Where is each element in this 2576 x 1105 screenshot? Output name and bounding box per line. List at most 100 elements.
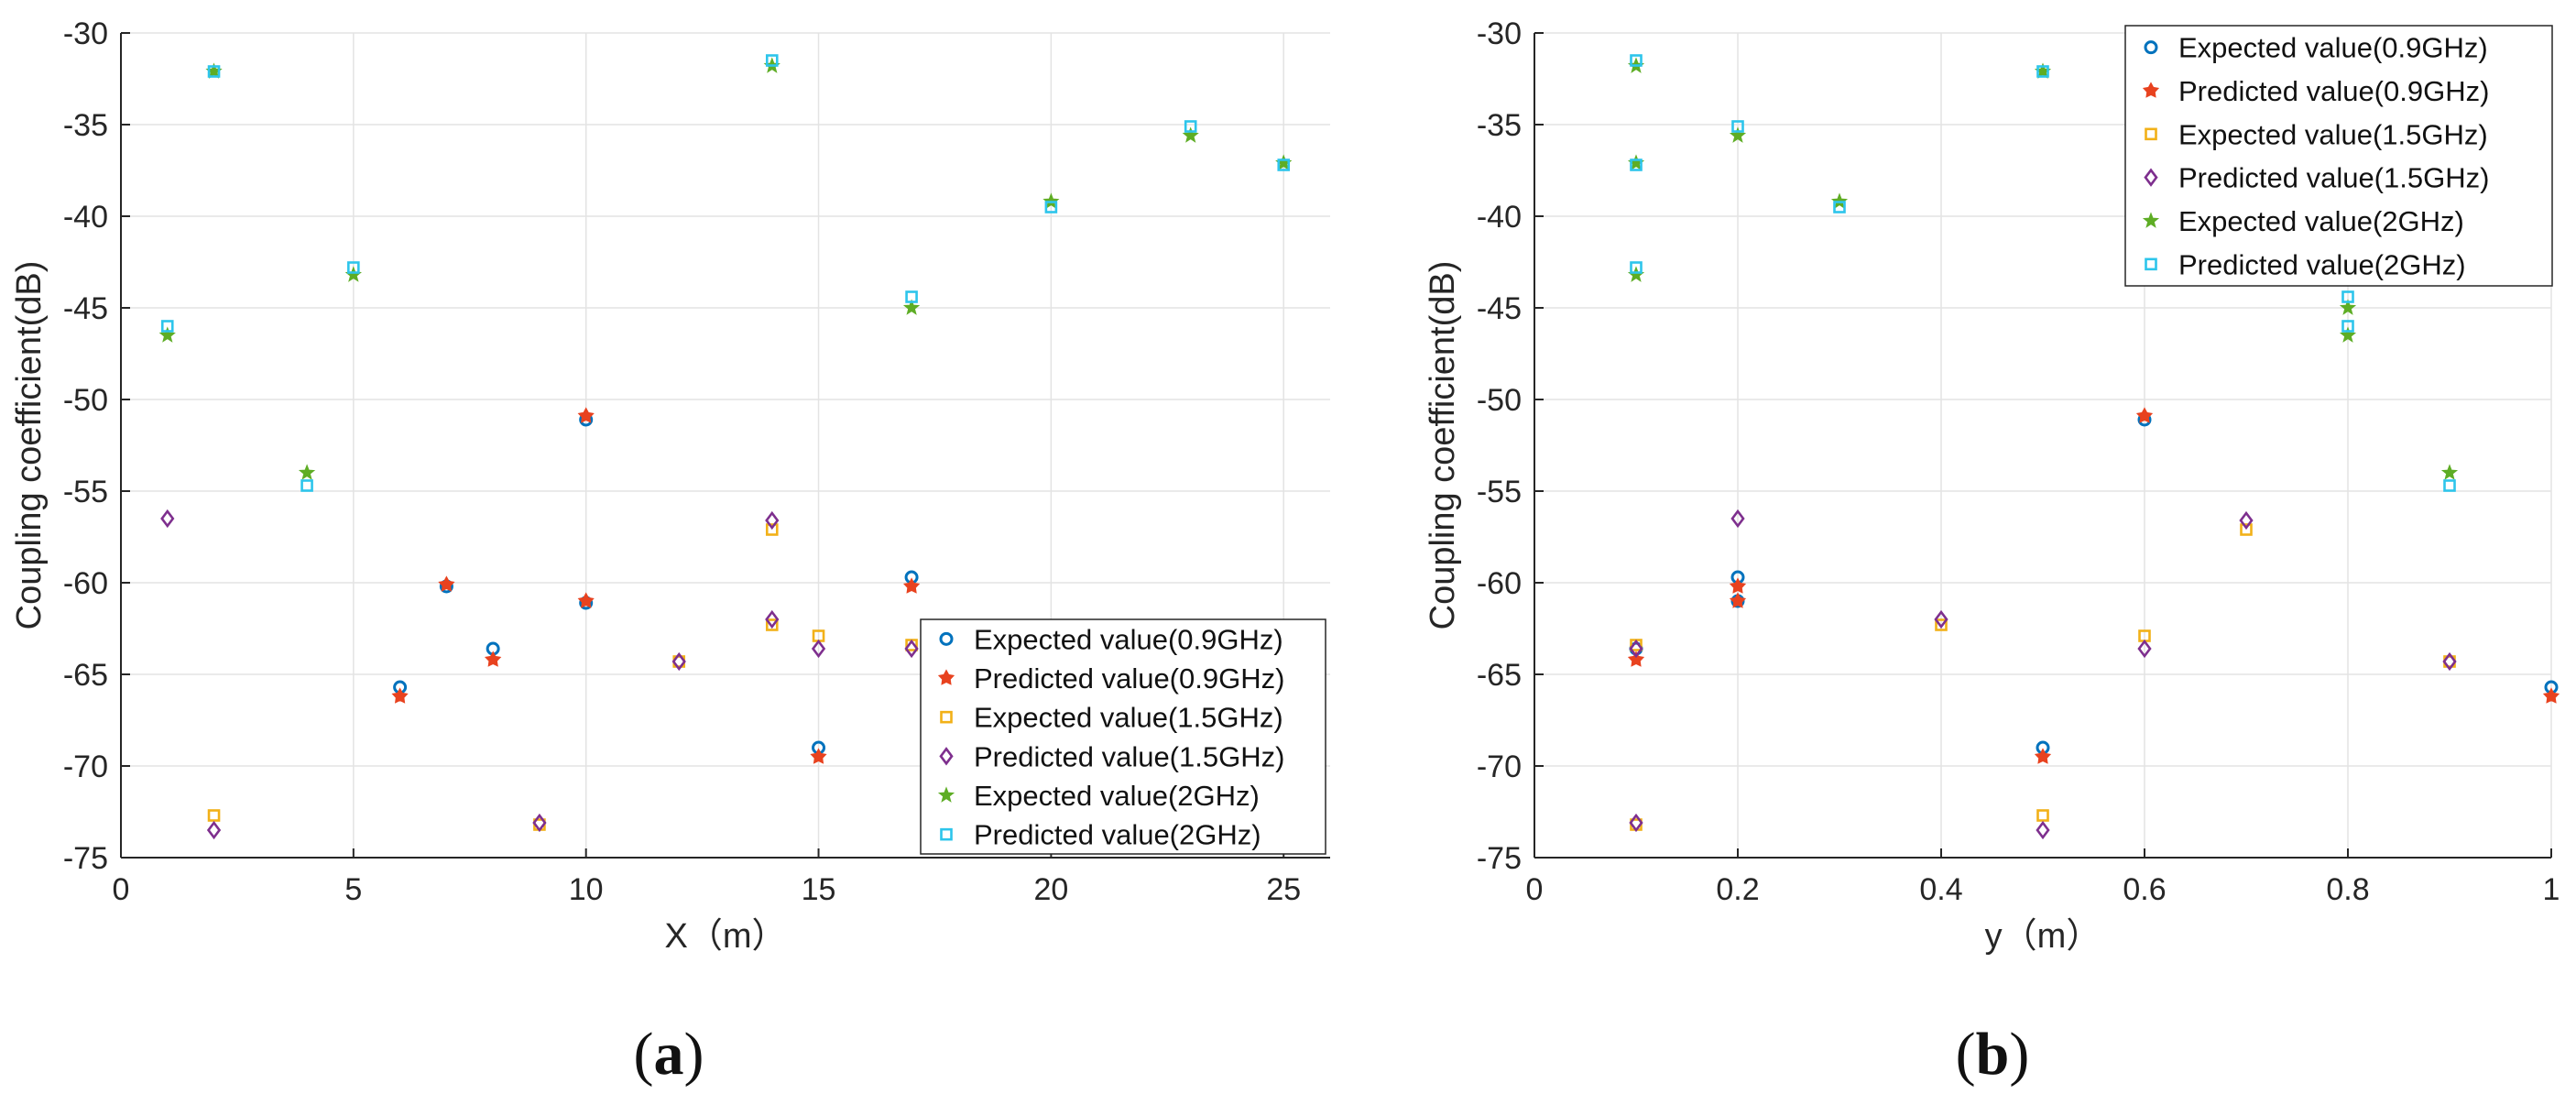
legend-label: Expected value(0.9GHz) bbox=[2178, 32, 2488, 64]
data-point bbox=[1630, 159, 1643, 171]
data-point bbox=[2443, 479, 2456, 492]
data-point bbox=[484, 651, 502, 667]
legend-marker bbox=[939, 747, 954, 766]
y-tick-label: -70 bbox=[1477, 749, 1522, 784]
data-point bbox=[2036, 65, 2049, 78]
paren-open: ( bbox=[1956, 1021, 1976, 1088]
data-point bbox=[160, 509, 175, 529]
data-point bbox=[158, 326, 176, 343]
data-point bbox=[2542, 687, 2560, 704]
y-tick-label: -75 bbox=[63, 841, 108, 876]
y-axis-label: Coupling coefficient(dB) bbox=[1424, 261, 1462, 630]
y-tick-label: -60 bbox=[63, 566, 108, 601]
data-points bbox=[158, 54, 1293, 840]
y-tick-label: -55 bbox=[1477, 475, 1522, 509]
data-point bbox=[2036, 809, 2049, 822]
paren-close: ) bbox=[2009, 1021, 2029, 1088]
legend-marker bbox=[939, 631, 954, 646]
data-point bbox=[2440, 464, 2459, 480]
chart-panel-b: 0 0.2 0.4 0.6 0.8 1 -30 -35 -40 -45 -50 -55 -60 -65 -7… bbox=[1424, 16, 2560, 1088]
data-point bbox=[2137, 639, 2152, 659]
data-point bbox=[765, 618, 779, 631]
legend-label: Predicted value(0.9GHz) bbox=[974, 662, 1284, 695]
data-point bbox=[2239, 510, 2254, 531]
data-point bbox=[298, 464, 316, 480]
x-tick-label: 0.4 bbox=[1919, 872, 1962, 907]
data-point bbox=[1934, 609, 1948, 629]
data-point bbox=[300, 479, 313, 492]
data-point bbox=[1729, 126, 1747, 143]
legend-marker bbox=[2145, 257, 2157, 271]
data-point bbox=[1731, 120, 1744, 133]
data-point bbox=[1630, 54, 1643, 67]
panel-label: (b) bbox=[1956, 1021, 2030, 1088]
data-points bbox=[1627, 54, 2560, 840]
data-point bbox=[765, 54, 779, 67]
data-point bbox=[2442, 651, 2457, 672]
data-point bbox=[347, 261, 360, 274]
data-point bbox=[1629, 639, 1643, 659]
data-point bbox=[206, 820, 222, 840]
data-point bbox=[2339, 299, 2357, 315]
legend-label: Expected value(1.5GHz) bbox=[974, 702, 1283, 734]
grid bbox=[120, 32, 1330, 859]
x-axis-label: y（m） bbox=[1985, 917, 2101, 956]
data-point bbox=[1184, 120, 1197, 133]
data-point bbox=[1044, 201, 1058, 213]
legend-label: Expected value(2GHz) bbox=[2178, 205, 2464, 237]
legend-box bbox=[920, 618, 1326, 855]
data-point bbox=[2034, 748, 2052, 764]
x-tick-label: 25 bbox=[1266, 872, 1301, 907]
y-tick-label: -70 bbox=[63, 749, 108, 784]
data-point bbox=[391, 687, 409, 704]
legend-label: Expected value(1.5GHz) bbox=[2178, 118, 2488, 150]
y-tick-label: -50 bbox=[1477, 383, 1522, 418]
data-point bbox=[1730, 509, 1745, 529]
data-point bbox=[902, 577, 921, 594]
legend-label: Predicted value(2GHz) bbox=[2178, 248, 2466, 280]
data-point bbox=[902, 299, 921, 315]
data-point bbox=[1729, 592, 1747, 608]
data-point bbox=[2341, 290, 2354, 303]
data-point bbox=[2240, 523, 2253, 536]
data-point bbox=[2135, 407, 2154, 423]
legend-label: Predicted value(0.9GHz) bbox=[2178, 75, 2489, 107]
x-tick-label: 0.6 bbox=[2123, 872, 2166, 907]
y-tick-label: -65 bbox=[1477, 658, 1522, 693]
data-point bbox=[532, 813, 547, 833]
legend: Expected value(0.9GHz) Predicted value(0.… bbox=[2124, 25, 2553, 287]
data-point bbox=[1627, 651, 1645, 667]
data-point bbox=[207, 65, 221, 78]
data-point bbox=[207, 809, 221, 822]
y-tick-label: -65 bbox=[63, 658, 108, 693]
panel-letter: a bbox=[654, 1021, 684, 1088]
y-tick-label: -45 bbox=[1477, 291, 1522, 326]
data-point bbox=[1833, 201, 1846, 213]
panel-label: (a) bbox=[634, 1021, 704, 1088]
x-axis-label: X（m） bbox=[664, 917, 786, 956]
y-axis-label: Coupling coefficient(dB) bbox=[10, 261, 49, 630]
y-tick-label: -60 bbox=[1477, 566, 1522, 601]
y-tick-label: -35 bbox=[1477, 108, 1522, 143]
x-tick-label: 15 bbox=[802, 872, 836, 907]
legend-marker bbox=[2145, 127, 2157, 141]
data-point bbox=[1630, 261, 1643, 274]
data-point bbox=[765, 523, 779, 536]
data-point bbox=[1277, 159, 1291, 171]
data-point bbox=[765, 609, 780, 629]
legend: Expected value(0.9GHz) Predicted value(0.… bbox=[920, 618, 1326, 855]
x-tick-label: 10 bbox=[569, 872, 604, 907]
y-tick-label: -30 bbox=[63, 16, 108, 51]
data-point bbox=[765, 510, 780, 531]
legend-marker bbox=[2144, 168, 2158, 187]
legend-marker bbox=[937, 669, 955, 685]
legend-label: Predicted value(1.5GHz) bbox=[974, 740, 1284, 772]
legend-marker bbox=[2142, 212, 2160, 228]
data-point bbox=[577, 407, 595, 423]
data-point bbox=[904, 639, 919, 659]
data-point bbox=[1935, 618, 1948, 631]
data-point bbox=[671, 651, 686, 672]
data-point bbox=[905, 290, 918, 303]
y-tick-label: -55 bbox=[63, 475, 108, 509]
legend-marker bbox=[937, 786, 955, 803]
